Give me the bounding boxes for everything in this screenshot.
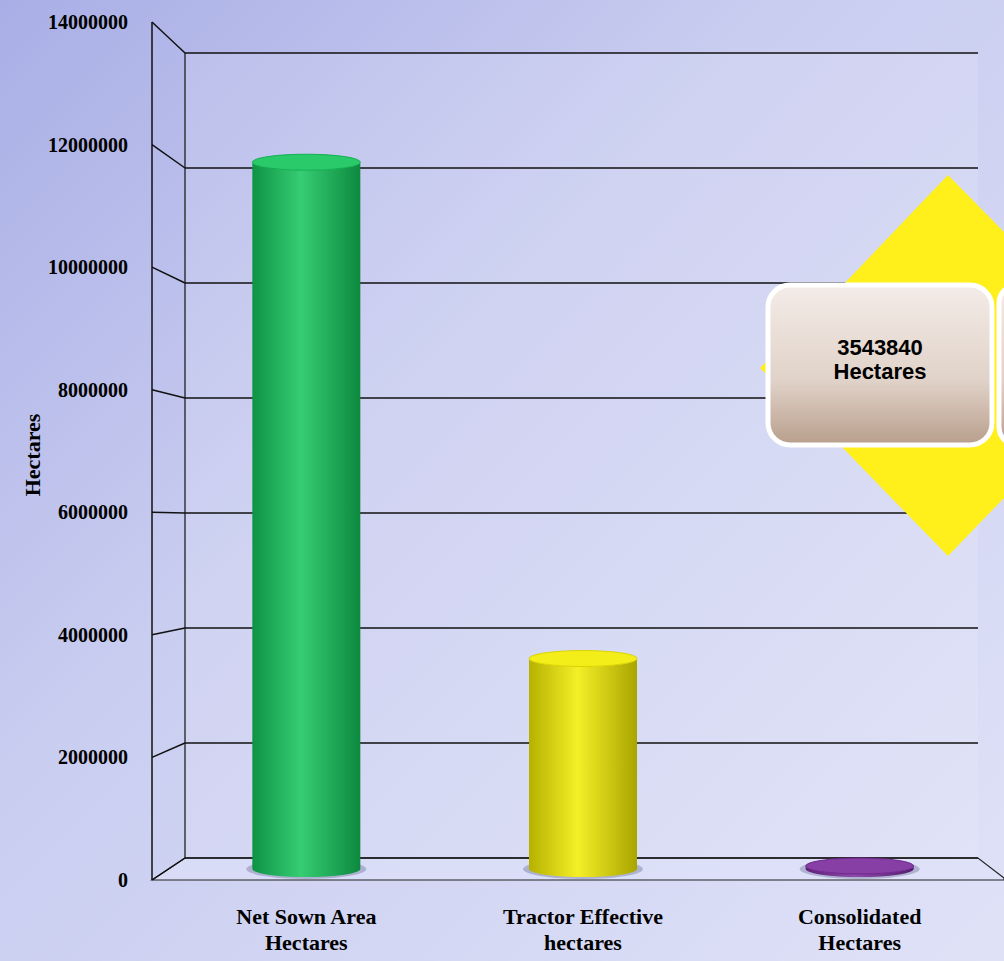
chart-root: 0 2000000 4000000 6000000 8000000 10000000 120… xyxy=(0,0,1004,961)
y-tick-label: 6000000 xyxy=(58,501,128,523)
grid-line xyxy=(185,52,978,54)
y-tick-label: 8000000 xyxy=(58,379,128,401)
chart: 0 2000000 4000000 6000000 8000000 10000000 120… xyxy=(0,0,1004,961)
grid-diagonal xyxy=(152,858,185,880)
y-tick-label: 4000000 xyxy=(58,624,128,646)
bars xyxy=(246,154,919,879)
y-tick-label: 14000000 xyxy=(48,11,128,33)
annotation-box xyxy=(999,285,1004,445)
bar-cap xyxy=(252,154,360,170)
x-tick-label: Tractor Effectivehectares xyxy=(503,904,663,955)
grid-diagonal xyxy=(152,390,185,398)
grid-diagonal xyxy=(152,743,185,757)
grid-diagonal xyxy=(152,22,185,53)
y-tick-label: 2000000 xyxy=(58,746,128,768)
grid-diagonal xyxy=(152,267,185,283)
bar-shadow xyxy=(800,859,920,879)
y-tick-label: 12000000 xyxy=(48,134,128,156)
y-axis xyxy=(151,22,153,880)
bar xyxy=(252,162,360,877)
bar-cap xyxy=(806,858,914,874)
x-tick-label: Net Sown AreaHectares xyxy=(236,904,376,955)
grid-diagonal xyxy=(152,512,185,514)
y-axis-title: Hectares xyxy=(20,413,45,496)
back-axis xyxy=(184,53,185,858)
annotation-text: 3543840Hectares xyxy=(834,335,927,384)
y-tick-label: 10000000 xyxy=(48,256,128,278)
y-tick-label: 0 xyxy=(118,869,128,891)
annotation: 3543840Hectares xyxy=(760,175,1004,556)
grid-diagonal xyxy=(152,628,185,635)
bar xyxy=(529,659,637,877)
x-tick-label: ConsolidatedHectares xyxy=(798,904,921,955)
bar-cap xyxy=(529,651,637,667)
annotation-box xyxy=(768,285,992,445)
grid-diagonal xyxy=(152,145,185,168)
annotation-arrow xyxy=(760,175,1004,556)
